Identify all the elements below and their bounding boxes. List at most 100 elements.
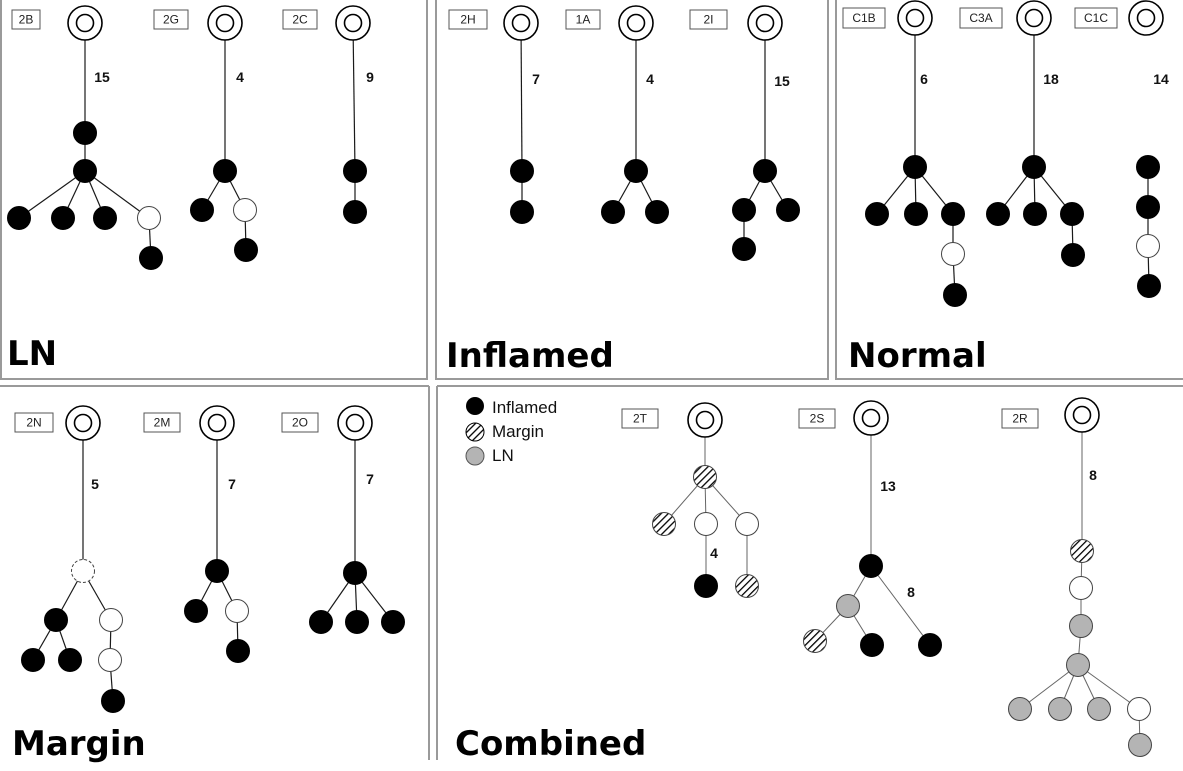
inflamed-node [190,198,214,222]
branch-length-label: 15 [94,69,110,85]
inflamed-node [139,246,163,270]
branch-length-label: 4 [646,71,654,87]
sample-label-box [282,9,318,30]
tree-2m: 2M 7 [143,405,250,663]
tree-2n: 2N 5 [14,405,125,713]
legend: Inflamed Margin LN [465,397,557,466]
inflamed-node [7,206,31,230]
branch-length-label: 9 [366,69,374,85]
root-node-inner [215,13,235,33]
tree-2g: 2G 4 [153,5,258,262]
inflamed-node [859,554,883,578]
sample-label: 2M [154,416,171,430]
margin-node [652,512,676,536]
inflamed-node [205,559,229,583]
inflamed-node [51,206,75,230]
tree-c1b: C1B 6 [842,0,967,307]
legend-label-ln: LN [492,446,514,465]
sample-label: 2O [292,416,308,430]
inflamed-node [510,159,534,183]
panel-title-margin: Margin [12,724,146,764]
inflamed-node [776,198,800,222]
branch-length-label: 4 [710,545,718,561]
branch-length-label: 7 [366,471,374,487]
inflamed-node [1060,202,1084,226]
root-node-inner [905,8,925,28]
inflamed-node [694,574,718,598]
tree-edge [84,170,150,219]
root-node-inner [75,13,95,33]
root-node-inner [861,408,881,428]
branch-length-label: 15 [774,73,790,89]
branch-length-label: 4 [236,69,244,85]
sample-label-box [1074,7,1118,29]
tree-edge [18,170,86,219]
tree-edge [520,22,523,172]
inflamed-node [645,200,669,224]
inflamed-node [213,159,237,183]
root-node-inner [755,13,775,33]
sample-label-box [14,412,54,433]
inflamed-node [860,633,884,657]
legend-label-inflamed: Inflamed [492,398,557,417]
panel-titles: LN Inflamed Normal Margin Combined [7,334,987,764]
root-node-inner [345,413,365,433]
inflamed-node [381,610,405,634]
open-node [1069,576,1093,600]
inflamed-node [510,200,534,224]
inflamed-node [234,238,258,262]
ln-node [1128,733,1152,757]
panel-frame-normal [835,0,1183,380]
sample-label-box [842,7,886,29]
open-node [735,512,759,536]
open-node [1136,234,1160,258]
inflamed-node [93,206,117,230]
inflamed-node [941,202,965,226]
open-node [233,198,257,222]
panel-margin: 2N 5 2M 7 2O 7 [14,405,405,713]
inflamed-node [73,159,97,183]
panel-title-inflamed: Inflamed [446,336,614,376]
legend-label-margin: Margin [492,422,544,441]
sample-label-box [798,408,836,429]
sample-label-box [689,9,728,30]
root-node-inner [626,13,646,33]
margin-node [735,574,759,598]
inflamed-node [1022,155,1046,179]
sample-label: 2G [163,13,179,27]
open-node [98,648,122,672]
sample-label: C3A [969,11,992,25]
sample-label: 2H [460,13,475,27]
tree-2c: 2C 9 [282,5,374,224]
inflamed-node [904,202,928,226]
inflamed-node [732,237,756,261]
ln-node [1008,697,1032,721]
ln-node [1087,697,1111,721]
inflamed-node [1023,202,1047,226]
ln-node [1048,697,1072,721]
tree-edge [1019,664,1079,710]
sample-label: 2N [26,416,41,430]
panel-normal: C1B 6 C3A 18 C1C 14 [842,0,1169,307]
sample-label-box [621,408,659,429]
tree-c3a: C3A 18 [959,0,1085,267]
inflamed-node [343,159,367,183]
inflamed-node [73,121,97,145]
root-node-inner [1024,8,1044,28]
root-node-inner [343,13,363,33]
dashed-node [71,559,95,583]
branch-length-label: 7 [532,71,540,87]
inflamed-node [865,202,889,226]
open-node [99,608,123,632]
sample-label: 2T [633,412,648,426]
inflamed-node [903,155,927,179]
sample-label: 2S [810,412,825,426]
sample-label-box [565,9,601,30]
ln-node [836,594,860,618]
panel-inflamed: 2H 7 1A 4 2I 15 [448,5,800,261]
inflamed-node [345,610,369,634]
inflamed-node [1136,195,1160,219]
tree-1a: 1A 4 [565,5,669,224]
open-node [941,242,965,266]
branch-length-label: 8 [907,584,915,600]
